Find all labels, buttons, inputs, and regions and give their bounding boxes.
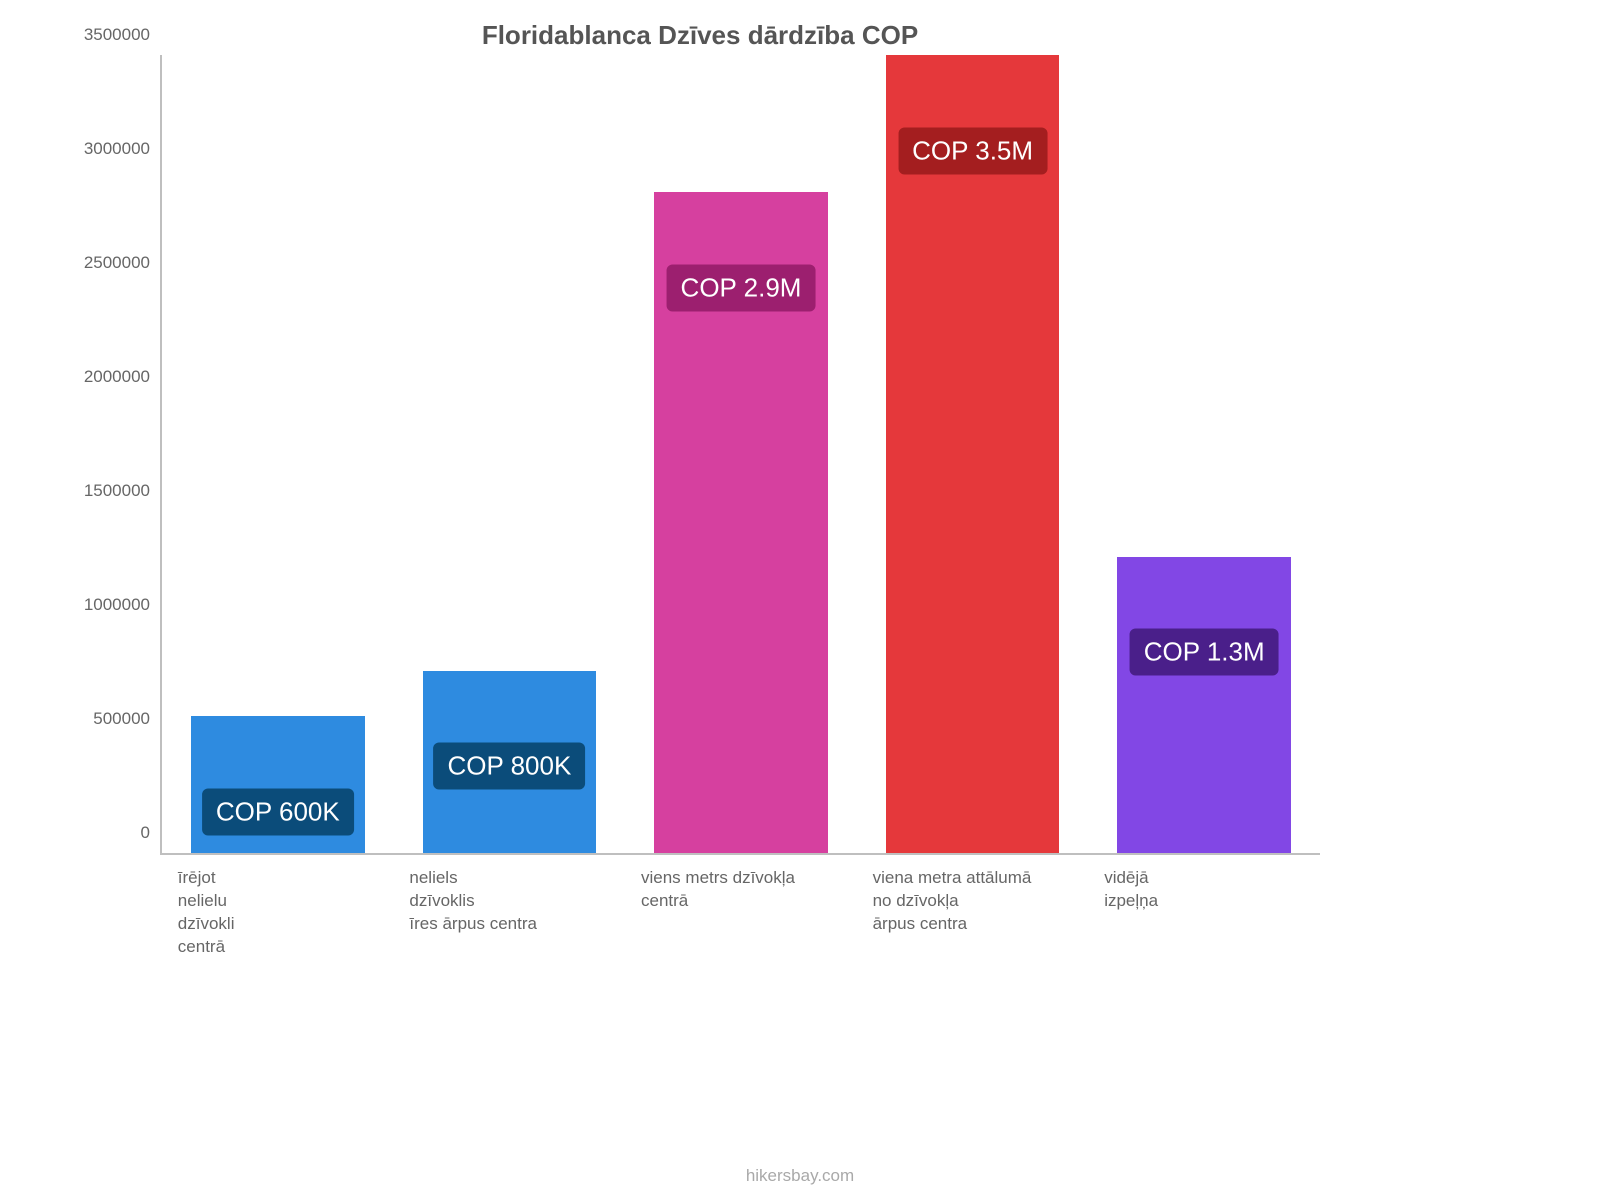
value-label: COP 3.5M bbox=[898, 127, 1047, 174]
value-label: COP 2.9M bbox=[667, 264, 816, 311]
value-label: COP 600K bbox=[202, 788, 354, 835]
y-tick: 0 bbox=[141, 823, 150, 843]
y-tick: 3000000 bbox=[84, 139, 150, 159]
x-tick: viena metra attālumāno dzīvokļaārpus cen… bbox=[873, 867, 1073, 936]
y-tick: 2000000 bbox=[84, 367, 150, 387]
y-tick: 500000 bbox=[93, 709, 150, 729]
x-tick: nelielsdzīvoklisīres ārpus centra bbox=[409, 867, 609, 936]
value-label: COP 800K bbox=[433, 743, 585, 790]
bar bbox=[1117, 557, 1291, 853]
chart-title: Floridablanca Dzīves dārdzība COP bbox=[60, 20, 1340, 51]
y-tick: 2500000 bbox=[84, 253, 150, 273]
value-label: COP 1.3M bbox=[1130, 629, 1279, 676]
y-tick: 1000000 bbox=[84, 595, 150, 615]
y-tick: 1500000 bbox=[84, 481, 150, 501]
y-tick: 3500000 bbox=[84, 25, 150, 45]
cost-of-living-chart: Floridablanca Dzīves dārdzība COP 050000… bbox=[60, 20, 1340, 980]
attribution: hikersbay.com bbox=[746, 1166, 854, 1186]
x-tick: viens metrs dzīvokļacentrā bbox=[641, 867, 841, 913]
x-tick: īrējotnelieludzīvoklicentrā bbox=[178, 867, 378, 959]
bar bbox=[886, 55, 1060, 853]
plot-area: 0500000100000015000002000000250000030000… bbox=[160, 55, 1320, 855]
x-tick: vidējāizpeļņa bbox=[1104, 867, 1304, 913]
